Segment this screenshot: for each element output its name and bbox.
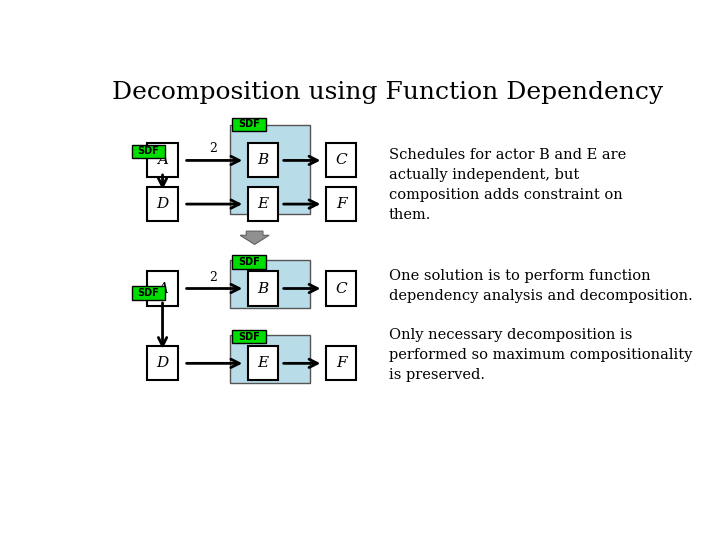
Bar	[325, 144, 356, 178]
Bar	[147, 272, 178, 306]
Text: A: A	[157, 153, 168, 167]
Text: them.: them.	[389, 208, 431, 222]
Text: E: E	[258, 356, 269, 370]
Text: D: D	[156, 197, 168, 211]
FancyArrow shape	[240, 231, 269, 245]
Bar	[230, 260, 310, 308]
Text: C: C	[336, 281, 347, 295]
Bar	[230, 125, 310, 214]
Text: One solution is to perform function: One solution is to perform function	[389, 268, 650, 282]
Text: B: B	[257, 281, 269, 295]
Bar	[248, 187, 279, 221]
Bar	[248, 272, 279, 306]
Bar	[147, 187, 178, 221]
Bar	[147, 144, 178, 178]
Text: Only necessary decomposition is: Only necessary decomposition is	[389, 328, 632, 342]
Bar	[325, 187, 356, 221]
Bar	[325, 272, 356, 306]
Text: F: F	[336, 197, 346, 211]
Text: performed so maximum compositionality: performed so maximum compositionality	[389, 348, 692, 362]
Text: F: F	[336, 356, 346, 370]
Text: 2: 2	[209, 271, 217, 284]
Bar	[233, 329, 266, 343]
Text: SDF: SDF	[238, 119, 260, 130]
Bar	[325, 346, 356, 380]
Bar	[233, 255, 266, 268]
Text: SDF: SDF	[138, 288, 159, 298]
Bar	[147, 346, 178, 380]
Text: actually independent, but: actually independent, but	[389, 168, 579, 182]
Text: SDF: SDF	[138, 146, 159, 157]
Text: A: A	[157, 281, 168, 295]
Text: B: B	[257, 153, 269, 167]
Text: Decomposition using Function Dependency: Decomposition using Function Dependency	[112, 82, 663, 104]
Bar	[132, 286, 166, 300]
Bar	[132, 145, 166, 158]
Text: Schedules for actor B and E are: Schedules for actor B and E are	[389, 148, 626, 162]
Text: C: C	[336, 153, 347, 167]
Text: composition adds constraint on: composition adds constraint on	[389, 188, 622, 202]
Text: 2: 2	[209, 143, 217, 156]
Text: is preserved.: is preserved.	[389, 368, 485, 382]
Bar	[248, 144, 279, 178]
Text: E: E	[258, 197, 269, 211]
Text: D: D	[156, 356, 168, 370]
Bar	[233, 118, 266, 131]
Text: SDF: SDF	[238, 256, 260, 267]
Bar	[248, 346, 279, 380]
Bar	[230, 335, 310, 383]
Text: dependency analysis and decomposition.: dependency analysis and decomposition.	[389, 288, 693, 302]
Text: SDF: SDF	[238, 332, 260, 341]
